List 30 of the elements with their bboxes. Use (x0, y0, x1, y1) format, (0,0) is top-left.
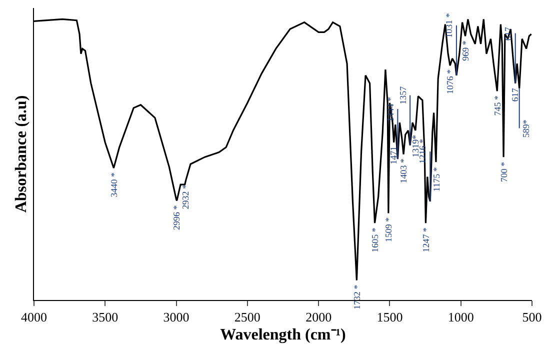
annotation: 3440 * (109, 172, 120, 198)
y-axis-title: Absorbance (a.u) (12, 95, 30, 213)
x-tick-label: 2000 (306, 310, 332, 325)
annotation: 1357 (398, 86, 408, 104)
x-tick-label: 500 (522, 310, 542, 325)
annotation: 1732 * (352, 284, 362, 310)
annotation: 1471 (388, 146, 398, 164)
annotation: 1247 * (421, 227, 432, 252)
annotation: 589* (521, 119, 532, 138)
annotation: 1509 * (384, 216, 394, 242)
annotation: 700 * (498, 161, 509, 182)
annotation: 617 (503, 26, 514, 41)
annotation: 617 (510, 88, 520, 102)
annotation: 1605 * (370, 227, 380, 252)
x-tick-label: 2500 (234, 310, 260, 325)
annotation: 2996 * (172, 204, 182, 230)
annotation: 969 * (460, 40, 471, 61)
annotation: 1403 * (398, 158, 409, 184)
x-tick-label: 1000 (448, 310, 474, 325)
x-tick-label: 4000 (21, 310, 47, 325)
annotation: 1444 * (386, 96, 396, 122)
x-tick-label: 1500 (376, 310, 403, 325)
annotation: 1175 * (431, 166, 442, 192)
x-tick-label: 3000 (163, 310, 190, 325)
annotation: 1076 * (444, 68, 455, 94)
annotation: 2932 * (180, 184, 191, 210)
x-axis-title: Wavelength (cm⁻¹) (220, 326, 346, 344)
annotation: 1031 * (444, 12, 454, 38)
annotation: 745 * (492, 95, 503, 116)
x-tick-label: 3500 (92, 310, 118, 325)
